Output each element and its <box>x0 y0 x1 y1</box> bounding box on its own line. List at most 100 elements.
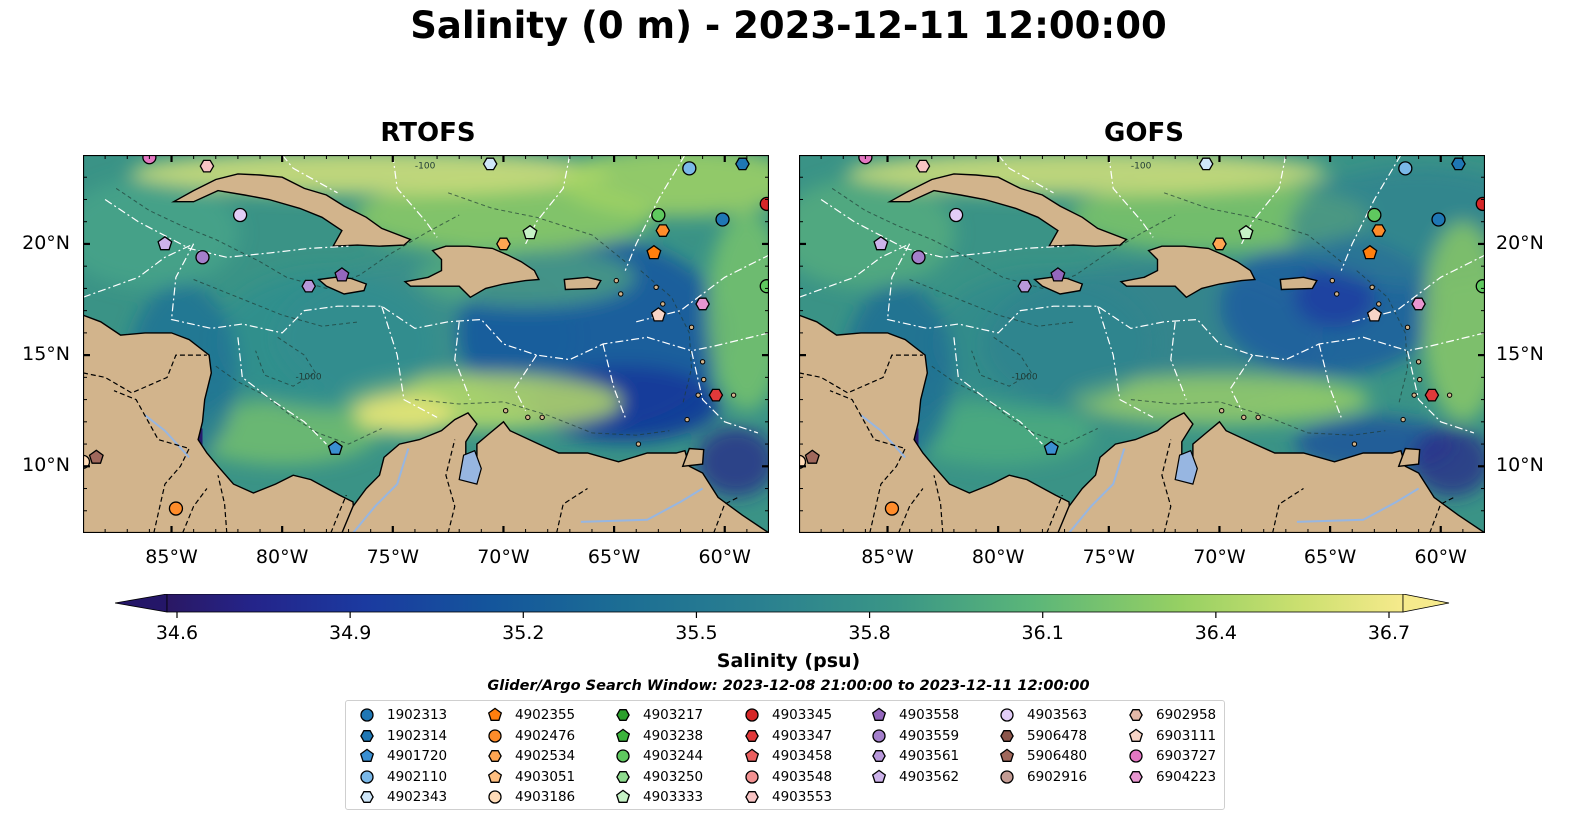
island <box>613 277 620 284</box>
map-panel-rtofs[interactable]: -1000 -100 <box>83 155 769 533</box>
legend-marker-icon <box>871 707 887 721</box>
observation-marker <box>168 501 184 516</box>
legend-label: 4903563 <box>1027 707 1088 723</box>
island <box>730 392 737 398</box>
island <box>699 359 706 365</box>
contour-label: -100 <box>1131 161 1152 171</box>
island <box>660 301 666 307</box>
legend-label: 4903238 <box>643 727 704 744</box>
contour-label: -100 <box>415 161 436 171</box>
observation-marker <box>1367 207 1382 223</box>
legend-item: 6903727 <box>1127 746 1216 766</box>
bathymetry-contours <box>115 187 693 445</box>
lat-tick-label: 10°N <box>1496 454 1544 477</box>
legend-item: 4902343 <box>358 787 447 807</box>
colorbar-tick-label: 36.4 <box>1194 622 1237 644</box>
legend-marker-icon <box>745 708 759 722</box>
legend-label: 6904223 <box>1156 768 1217 785</box>
island <box>1334 291 1340 297</box>
legend-label: 4903186 <box>515 789 576 805</box>
observation-marker <box>195 250 210 265</box>
observation-marker <box>1451 157 1466 171</box>
legend-label: 4903347 <box>772 727 833 744</box>
legend-label: 4903559 <box>899 727 960 744</box>
legend-marker-icon <box>872 728 886 743</box>
observation-marker <box>522 224 538 240</box>
panel-title-gofs: GOFS <box>1104 118 1184 148</box>
legend-item: 4903333 <box>614 787 703 807</box>
island <box>1351 441 1358 447</box>
lon-tick-label: 85°W <box>145 546 198 568</box>
legend-label: 4903051 <box>515 768 576 785</box>
legend-label: 5906480 <box>1027 748 1088 764</box>
axis-ticks <box>799 155 1485 533</box>
observation-marker <box>651 207 666 223</box>
island <box>1218 408 1225 414</box>
observation-marker <box>1050 267 1066 282</box>
island <box>635 441 642 447</box>
observation-marker <box>1475 196 1485 212</box>
colorbar-tick-label: 35.5 <box>675 622 718 644</box>
observation-marker <box>682 161 697 176</box>
lat-tick-label: 10°N <box>22 454 70 477</box>
legend-marker-icon <box>360 769 374 784</box>
legend-item: 6903111 <box>1127 726 1216 746</box>
legend-marker-icon <box>1129 770 1143 783</box>
legend-label: 4903553 <box>772 789 833 805</box>
legend-label: 4903345 <box>772 707 833 723</box>
contour-label: -1000 <box>1011 373 1037 383</box>
legend-label: 4902534 <box>515 748 576 764</box>
observation-marker <box>1431 212 1446 227</box>
legend: 1902313 1902314 4901720 4902110 4902343 49023… <box>345 700 1225 810</box>
legend-label: 4903458 <box>772 748 833 764</box>
legend-item: 6904223 <box>1127 767 1216 787</box>
observation-marker <box>1366 307 1382 322</box>
legend-label: 4902343 <box>387 789 448 805</box>
lon-tick-label: 85°W <box>861 546 914 568</box>
legend-item: 4901720 <box>358 746 447 766</box>
island <box>1376 301 1382 307</box>
legend-marker-icon <box>488 728 502 743</box>
axis-ticks <box>83 155 769 533</box>
observation-marker <box>1424 388 1440 402</box>
legend-marker-icon <box>360 791 374 803</box>
island <box>1415 359 1422 365</box>
legend-item: 5906480 <box>998 746 1087 766</box>
legend-item: 4902476 <box>486 726 575 746</box>
legend-item: 4902534 <box>486 746 575 766</box>
legend-marker-icon <box>1000 729 1014 742</box>
map-panel-gofs[interactable]: -1000 -100 <box>799 155 1485 533</box>
legend-item: 4903244 <box>614 746 703 766</box>
map-frame <box>799 155 1485 533</box>
observation-marker <box>327 440 343 455</box>
legend-label: 1902313 <box>387 707 448 723</box>
legend-item: 4903345 <box>743 705 832 725</box>
legend-label: 6902916 <box>1027 768 1088 785</box>
observation-marker <box>1362 244 1378 260</box>
observation-marker <box>695 297 710 311</box>
island <box>653 284 659 291</box>
legend-item: 6902958 <box>1127 705 1216 725</box>
legend-marker-icon <box>487 707 503 721</box>
legend-label: 6903727 <box>1156 748 1217 764</box>
island <box>1417 376 1423 383</box>
legend-label: 1902314 <box>387 727 448 744</box>
island <box>684 416 690 423</box>
legend-label: 4903561 <box>899 748 960 764</box>
colorbar-tick-label: 36.7 <box>1367 622 1411 644</box>
island <box>618 291 624 297</box>
legend-item: 4903563 <box>998 705 1087 725</box>
legend-marker-icon <box>1128 728 1144 742</box>
island <box>1404 324 1411 331</box>
island <box>525 414 531 421</box>
legend-marker-icon <box>488 750 502 762</box>
legend-item: 4902110 <box>358 767 447 787</box>
legend-label: 4902476 <box>515 727 576 744</box>
island <box>1329 277 1336 284</box>
lon-tick-label: 80°W <box>971 546 1025 568</box>
observation-marker <box>1398 161 1413 176</box>
colorbar-tick-label: 34.6 <box>155 622 199 644</box>
observation-marker <box>715 212 730 227</box>
lon-tick-label: 65°W <box>587 546 641 568</box>
legend-marker-icon <box>360 708 374 722</box>
